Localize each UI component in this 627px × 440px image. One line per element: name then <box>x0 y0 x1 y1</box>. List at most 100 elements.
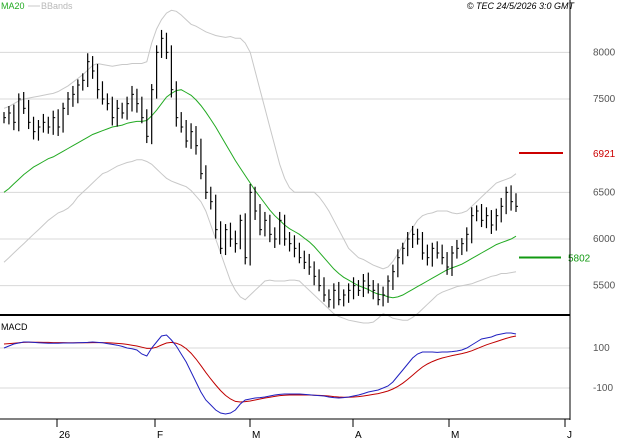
price-bar <box>451 246 454 276</box>
support-resistance-levels: 6921 5802 <box>519 149 616 264</box>
price-tick-label: 6500 <box>593 187 616 198</box>
price-bar <box>121 102 125 119</box>
price-bar <box>436 241 440 259</box>
price-bar <box>303 250 307 270</box>
price-bar <box>338 281 341 306</box>
price-bar <box>126 96 130 120</box>
price-bar <box>165 32 169 60</box>
price-tick-label: 7500 <box>593 94 616 105</box>
price-bar <box>8 106 11 125</box>
price-bar <box>72 85 75 107</box>
price-bar <box>42 113 46 133</box>
macd-title: MACD <box>1 322 28 332</box>
price-bar <box>372 280 376 300</box>
ma20-series-line <box>3 89 517 299</box>
time-axis: 26 F M A M J <box>56 419 572 440</box>
price-bar <box>367 272 371 294</box>
price-bar <box>279 211 282 245</box>
price-bar <box>175 81 179 127</box>
price-bar <box>96 64 100 99</box>
time-tick-label: F <box>157 430 163 440</box>
price-bar <box>254 186 258 220</box>
price-bar <box>156 45 159 99</box>
price-bar <box>77 79 80 104</box>
price-bar <box>485 207 489 229</box>
price-bar <box>431 242 435 267</box>
price-bar <box>348 283 351 303</box>
price-bar <box>362 274 366 298</box>
time-tick-label: M <box>451 430 459 440</box>
price-bar <box>328 289 331 308</box>
price-bar <box>456 239 459 259</box>
price-bar <box>323 277 326 302</box>
price-bar <box>308 253 312 275</box>
bband-lower-line <box>3 159 517 324</box>
price-bar <box>500 197 504 223</box>
price-bar <box>224 224 228 256</box>
price-bar <box>421 232 425 260</box>
price-bar <box>62 102 66 133</box>
support-label: 5802 <box>568 253 591 264</box>
price-bar <box>244 213 248 265</box>
price-bar <box>220 221 223 254</box>
legend-bbands: BBands <box>41 1 73 11</box>
price-bar <box>101 81 105 105</box>
price-bar <box>412 225 415 248</box>
price-bar <box>466 227 469 252</box>
price-bar <box>490 210 494 234</box>
price-bar <box>141 96 144 124</box>
legend-ma20: MA20 <box>1 1 25 11</box>
price-bar <box>476 205 479 222</box>
resistance-label: 6921 <box>593 149 616 160</box>
price-bar <box>269 214 272 243</box>
price-bar <box>402 242 405 265</box>
bband-upper-line <box>3 9 517 270</box>
price-bar <box>151 84 154 145</box>
price-bar <box>505 186 509 215</box>
price-bar <box>249 183 253 266</box>
price-tick-label: 8000 <box>593 47 616 58</box>
time-tick-label: A <box>355 430 362 440</box>
ma20-line <box>3 89 517 299</box>
price-bar <box>382 286 386 307</box>
price-bar <box>239 214 243 250</box>
price-bar <box>3 112 6 124</box>
price-bars <box>3 29 518 309</box>
price-bar <box>106 93 110 111</box>
price-bar <box>426 244 430 266</box>
price-bar <box>23 92 26 114</box>
price-bar <box>67 92 70 116</box>
price-bar <box>170 45 174 98</box>
price-bar <box>510 185 514 211</box>
price-bar <box>298 242 302 264</box>
price-bar <box>284 214 287 246</box>
price-bar <box>47 116 51 134</box>
price-bar <box>87 53 90 88</box>
price-bar <box>293 235 297 258</box>
price-bar <box>28 99 31 130</box>
price-bar <box>264 211 267 237</box>
price-panel: 6921 5802 5500 6000 6500 7500 8000 <box>0 9 616 324</box>
macd-line <box>3 332 517 415</box>
price-bar <box>446 252 450 275</box>
macd-tick-label: 100 <box>593 343 610 354</box>
price-bar <box>357 280 361 296</box>
price-bar <box>392 264 395 290</box>
time-tick-label: 26 <box>59 430 71 440</box>
price-bar <box>146 109 149 144</box>
price-bar <box>111 96 115 126</box>
macd-panel: MACD 100 -100 <box>0 322 613 415</box>
price-bar <box>160 29 164 58</box>
price-bar <box>13 104 16 131</box>
price-bar <box>229 222 233 247</box>
price-bar <box>480 204 484 228</box>
macd-lines <box>3 332 517 415</box>
price-bar <box>92 56 95 79</box>
time-tick-label: J <box>567 430 572 440</box>
price-bar <box>274 227 277 248</box>
price-bar <box>205 165 208 200</box>
price-bar <box>37 120 41 141</box>
price-bar <box>259 204 262 236</box>
price-bar <box>343 289 346 307</box>
